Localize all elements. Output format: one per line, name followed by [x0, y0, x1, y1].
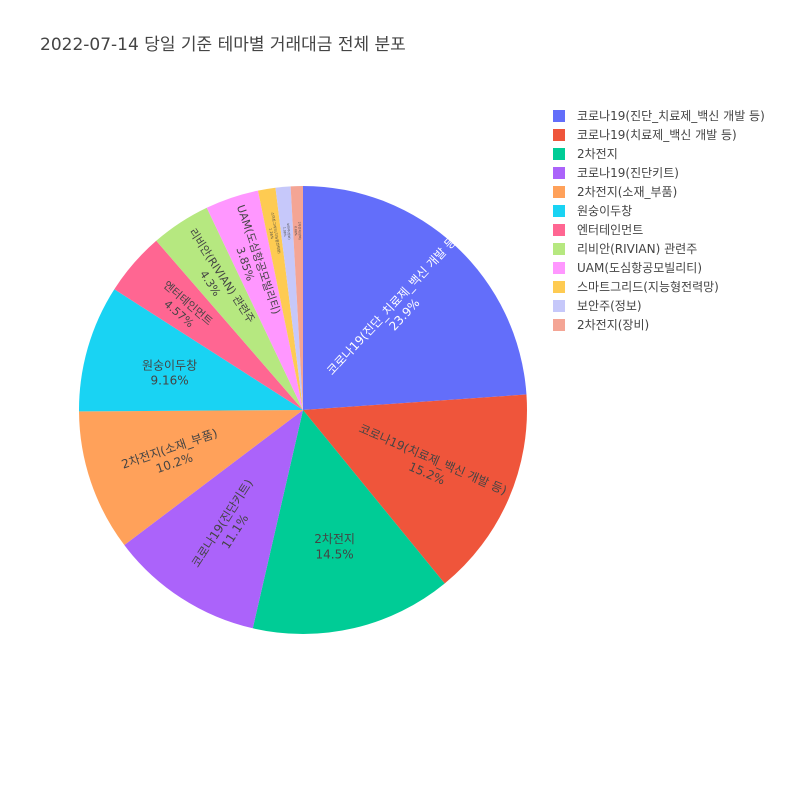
legend-item-label[interactable]: 원숭이두창	[577, 204, 632, 218]
slice-percent-label: 1.26%	[268, 228, 274, 240]
legend-item-label[interactable]: 보안주(정보)	[577, 299, 642, 313]
pie-slice[interactable]	[156, 207, 303, 410]
pie-slice[interactable]	[257, 187, 303, 410]
pie-slice[interactable]	[114, 240, 303, 410]
pie-slice[interactable]	[206, 190, 303, 410]
legend-swatch[interactable]	[553, 224, 565, 236]
pie-slice[interactable]	[79, 289, 303, 412]
legend-swatch[interactable]	[553, 300, 565, 312]
legend-swatch[interactable]	[553, 243, 565, 255]
legend: 코로나19(진단_치료제_백신 개발 등) 코로나19(치료제_백신 개발 등) 2…	[553, 109, 765, 332]
pie-slice[interactable]	[79, 410, 303, 546]
slice-name-label: 2차전지(장비)	[297, 222, 302, 240]
pie-slice[interactable]	[290, 186, 303, 410]
legend-swatch[interactable]	[553, 186, 565, 198]
slice-name-label: 보안주(정보)	[286, 223, 292, 240]
pie-slice[interactable]	[124, 410, 304, 629]
legend-swatch[interactable]	[553, 281, 565, 293]
legend-item-label[interactable]: UAM(도심항공모빌리티)	[577, 261, 702, 275]
legend-item-label[interactable]: 2차전지(소재_부품)	[577, 185, 677, 199]
slice-name-label: 2차전지	[314, 532, 355, 546]
legend-item-label[interactable]: 2차전지(장비)	[577, 318, 649, 332]
legend-item-label[interactable]: 스마트그리드(지능형전력망)	[577, 280, 719, 294]
slice-name-label: 원숭이두창	[142, 358, 197, 372]
pie-slices	[79, 186, 528, 634]
legend-item-label[interactable]: 2차전지	[577, 147, 618, 161]
legend-item-label[interactable]: 엔터테인먼트	[577, 223, 643, 237]
legend-item-label[interactable]: 코로나19(치료제_백신 개발 등)	[577, 128, 737, 142]
legend-swatch[interactable]	[553, 148, 565, 160]
pie-slice[interactable]	[303, 394, 528, 584]
slice-percent-label: 1.08%	[282, 227, 287, 237]
pie-slice[interactable]	[275, 186, 303, 410]
legend-item-label[interactable]: 코로나19(진단키트)	[577, 166, 679, 180]
legend-item-label[interactable]: 리비안(RIVIAN) 관련주	[577, 242, 697, 256]
legend-swatch[interactable]	[553, 262, 565, 274]
pie-slice[interactable]	[252, 410, 445, 634]
slice-percent-label: 0.88%	[294, 226, 298, 236]
legend-swatch[interactable]	[553, 129, 565, 141]
legend-swatch[interactable]	[553, 205, 565, 217]
legend-swatch[interactable]	[553, 167, 565, 179]
slice-percent-label: 14.5%	[316, 547, 354, 561]
chart-title: 2022-07-14 당일 기준 테마별 거래대금 전체 분포	[40, 35, 406, 55]
legend-swatch[interactable]	[553, 319, 565, 331]
slice-name-label: 스마트그리드(지능형전력망)	[270, 212, 282, 255]
legend-swatch[interactable]	[553, 110, 565, 122]
legend-item-label[interactable]: 코로나19(진단_치료제_백신 개발 등)	[577, 109, 765, 123]
pie-slice[interactable]	[303, 186, 527, 410]
slice-percent-label: 9.16%	[151, 374, 189, 388]
